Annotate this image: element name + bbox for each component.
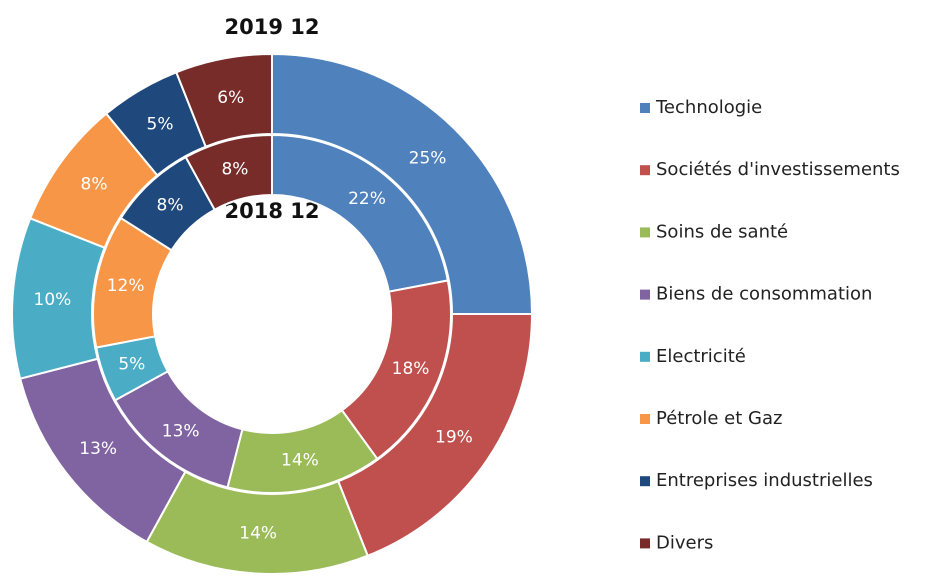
legend-label: Divers bbox=[656, 532, 713, 553]
legend-swatch bbox=[640, 414, 650, 424]
data-label: 14% bbox=[281, 450, 319, 470]
data-label: 10% bbox=[34, 290, 72, 310]
data-label: 8% bbox=[221, 160, 248, 180]
data-label: 5% bbox=[118, 354, 145, 374]
legend-label: Pétrole et Gaz bbox=[656, 408, 782, 429]
data-label: 8% bbox=[157, 195, 184, 215]
data-label: 13% bbox=[162, 422, 200, 442]
legend-swatch bbox=[640, 538, 650, 549]
data-label: 25% bbox=[409, 148, 447, 168]
legend-label: Soins de santé bbox=[656, 221, 788, 242]
data-label: 18% bbox=[392, 359, 430, 379]
inner-ring-title: 2018 12 bbox=[225, 199, 320, 223]
legend-swatch bbox=[640, 476, 650, 487]
data-label: 12% bbox=[107, 276, 145, 296]
donut-segment bbox=[184, 133, 273, 212]
legend-label: Biens de consommation bbox=[656, 284, 872, 305]
data-label: 19% bbox=[435, 428, 473, 448]
legend-swatch bbox=[640, 289, 650, 300]
legend-label: Sociétés d'investissements bbox=[656, 159, 900, 180]
legend-label: Electricité bbox=[656, 346, 746, 367]
data-label: 8% bbox=[81, 175, 108, 195]
legend-swatch bbox=[640, 165, 650, 176]
data-label: 22% bbox=[348, 189, 386, 209]
legend-swatch bbox=[640, 351, 650, 362]
legend-label: Technologie bbox=[655, 97, 762, 118]
data-label: 14% bbox=[239, 524, 277, 544]
legend-swatch bbox=[640, 227, 650, 238]
data-label: 5% bbox=[147, 115, 174, 135]
legend-swatch bbox=[640, 103, 650, 113]
data-label: 6% bbox=[217, 88, 244, 108]
outer-ring-title: 2019 12 bbox=[225, 15, 320, 39]
data-label: 13% bbox=[79, 439, 117, 459]
legend-label: Entreprises industrielles bbox=[656, 470, 873, 491]
